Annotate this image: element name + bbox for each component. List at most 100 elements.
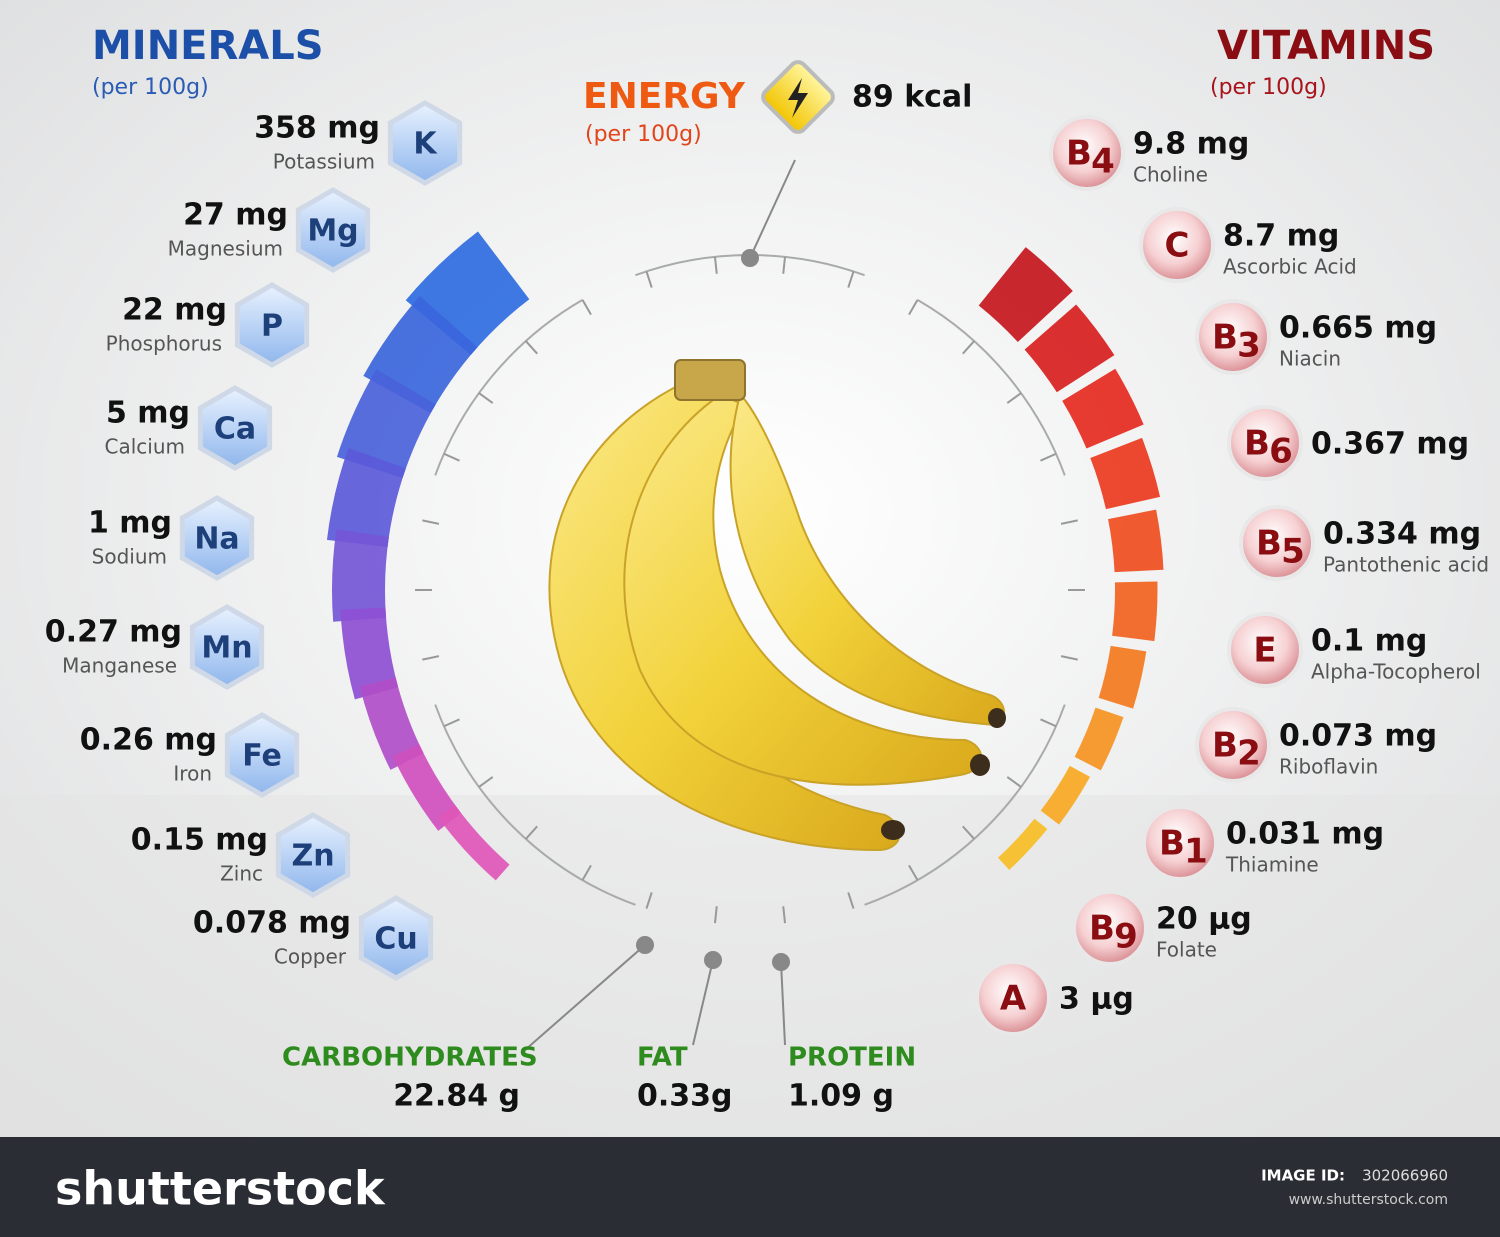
vitamin-symbol: A bbox=[1000, 979, 1027, 1019]
macro-value: 0.33g bbox=[637, 1079, 733, 1114]
vitamin-badge bbox=[1049, 115, 1125, 191]
ring bbox=[415, 254, 1085, 924]
ring-tick bbox=[713, 906, 718, 924]
vitamin-name: Riboflavin bbox=[1279, 755, 1378, 779]
footer-brand: shutterstock bbox=[55, 1162, 386, 1216]
vitamin-name: Choline bbox=[1133, 163, 1208, 187]
mineral-amount: 0.27 mg bbox=[45, 615, 182, 650]
vitamin-bar bbox=[997, 818, 1048, 870]
ring-tick bbox=[1060, 519, 1078, 525]
ring-arc bbox=[916, 299, 1066, 476]
vitamin-symbol: B bbox=[1212, 318, 1238, 358]
vitamin-subscript: 9 bbox=[1114, 917, 1138, 957]
mineral-badge bbox=[179, 495, 255, 581]
ring-tick bbox=[422, 655, 440, 661]
vitamins-title: VITAMINS bbox=[1217, 23, 1435, 69]
mineral-name: Manganese bbox=[62, 654, 177, 678]
mineral-badge bbox=[224, 712, 300, 798]
vitamin-symbol: C bbox=[1165, 226, 1190, 266]
ring-tick bbox=[782, 256, 787, 274]
ring-tick bbox=[782, 906, 787, 924]
vitamin-symbol: B bbox=[1159, 824, 1185, 864]
vitamin-amount: 8.7 mg bbox=[1223, 219, 1339, 254]
mineral-name: Copper bbox=[274, 945, 347, 969]
vitamins-subtitle: (per 100g) bbox=[1210, 75, 1327, 100]
ring-tick bbox=[645, 271, 653, 288]
ring-tick bbox=[1040, 452, 1057, 462]
vitamin-badge bbox=[1195, 299, 1271, 375]
vitamin-symbol: B bbox=[1212, 726, 1238, 766]
vitamin-bar bbox=[1074, 707, 1124, 771]
mineral-symbol: Cu bbox=[374, 922, 417, 957]
vitamin-subscript: 5 bbox=[1281, 532, 1305, 572]
vitamin-amount: 0.665 mg bbox=[1279, 311, 1437, 346]
ring-tick bbox=[962, 825, 975, 840]
vitamin-symbol: B bbox=[1089, 909, 1115, 949]
vitamin-name: Pantothenic acid bbox=[1323, 553, 1489, 577]
vitamin-name: Alpha-Tocopherol bbox=[1311, 660, 1481, 684]
vitamin-symbol: B bbox=[1066, 134, 1092, 174]
vitamin-bar bbox=[1112, 581, 1158, 642]
mineral-symbol: Fe bbox=[242, 739, 282, 774]
ring-tick bbox=[478, 776, 494, 788]
mineral-name: Potassium bbox=[273, 150, 375, 174]
ring-tick bbox=[1006, 392, 1022, 404]
vitamin-bar bbox=[1098, 645, 1147, 709]
mineral-amount: 1 mg bbox=[88, 506, 172, 541]
mineral-amount: 0.15 mg bbox=[131, 823, 268, 858]
mineral-badge bbox=[197, 385, 273, 471]
ring-tick bbox=[908, 864, 919, 881]
mineral-name: Phosphorus bbox=[106, 332, 222, 356]
vitamin-symbol: E bbox=[1253, 631, 1276, 671]
vitamin-badge bbox=[1142, 805, 1218, 881]
ring-tick bbox=[908, 299, 919, 316]
ring-tick bbox=[443, 452, 460, 462]
vitamin-badge bbox=[1195, 707, 1271, 783]
vitamin-subscript: 3 bbox=[1237, 326, 1261, 366]
vitamin-bar bbox=[1062, 368, 1144, 449]
mineral-bar bbox=[438, 804, 510, 881]
mineral-bar bbox=[359, 677, 424, 770]
ring-tick bbox=[525, 825, 538, 840]
macro-name: FAT bbox=[637, 1043, 688, 1073]
energy-title: ENERGY bbox=[583, 76, 746, 117]
ring-tick bbox=[478, 392, 494, 404]
ring-tick bbox=[581, 864, 592, 881]
vitamin-amount: 0.073 mg bbox=[1279, 719, 1437, 754]
vitamin-name: Niacin bbox=[1279, 347, 1341, 371]
vitamin-amount: 3 µg bbox=[1059, 982, 1134, 1017]
vitamin-badge bbox=[1227, 612, 1303, 688]
ring-arc bbox=[434, 704, 636, 906]
ring-tick bbox=[443, 718, 460, 728]
mineral-amount: 358 mg bbox=[254, 111, 380, 146]
minerals-subtitle: (per 100g) bbox=[92, 75, 209, 100]
ring-tick bbox=[962, 340, 975, 355]
mineral-badge bbox=[189, 604, 265, 690]
banana-illustration bbox=[548, 359, 1006, 852]
mineral-symbol: Ca bbox=[214, 412, 256, 447]
image-id-label: IMAGE ID: bbox=[1261, 1167, 1345, 1185]
mineral-symbol: Mg bbox=[307, 214, 358, 249]
mineral-badge bbox=[387, 100, 463, 186]
vitamin-badge bbox=[1072, 890, 1148, 966]
macro-name: PROTEIN bbox=[788, 1043, 916, 1073]
macro-name: CARBOHYDRATES bbox=[282, 1043, 538, 1073]
footer bbox=[0, 1137, 1500, 1237]
ring-arc bbox=[434, 299, 584, 476]
mineral-symbol: Na bbox=[194, 522, 239, 557]
vitamin-subscript: 1 bbox=[1184, 832, 1208, 872]
mineral-amount: 5 mg bbox=[106, 396, 190, 431]
vitamin-badge bbox=[975, 960, 1051, 1036]
macro-value: 22.84 g bbox=[393, 1079, 520, 1114]
mineral-amount: 0.078 mg bbox=[193, 906, 351, 941]
mineral-bar bbox=[326, 448, 406, 548]
mineral-badge bbox=[295, 187, 371, 273]
vitamin-badge bbox=[1227, 405, 1303, 481]
vitamin-symbol: B bbox=[1256, 524, 1282, 564]
minerals-title: MINERALS bbox=[92, 23, 324, 69]
mineral-name: Magnesium bbox=[168, 237, 283, 261]
ring-tick bbox=[581, 299, 592, 316]
vitamin-amount: 20 µg bbox=[1156, 902, 1252, 937]
ring-tick bbox=[525, 340, 538, 355]
